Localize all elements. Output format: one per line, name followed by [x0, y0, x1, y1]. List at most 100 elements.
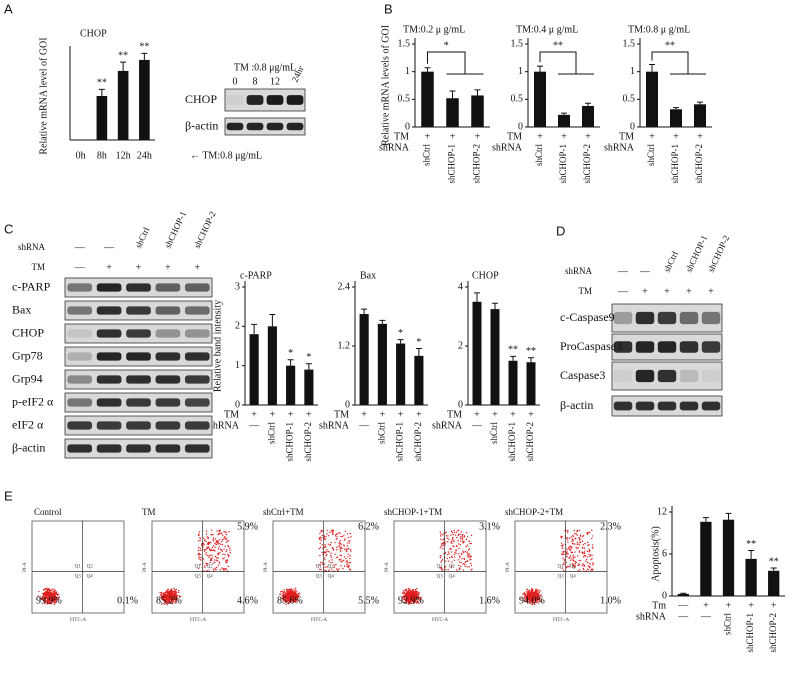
error-bar — [287, 359, 294, 366]
event-dot — [453, 529, 455, 532]
event-dot — [338, 568, 340, 570]
event-dot — [285, 599, 287, 601]
event-dot — [199, 556, 201, 558]
event-dot — [468, 553, 470, 555]
event-dot — [468, 566, 470, 568]
event-dot — [575, 533, 577, 535]
event-dot — [214, 546, 216, 549]
row-value-label: — — [471, 420, 483, 431]
event-dot — [469, 556, 471, 559]
event-dot — [173, 595, 175, 598]
event-dot — [534, 597, 537, 600]
event-dot — [569, 549, 571, 552]
event-dot — [348, 561, 351, 564]
event-dot — [287, 593, 289, 596]
event-dot — [584, 550, 586, 552]
event-dot — [319, 546, 322, 549]
event-dot — [326, 533, 328, 535]
y-tick-label: 1.5 — [623, 38, 636, 49]
event-dot — [411, 596, 413, 598]
event-dot — [343, 545, 346, 547]
event-dot — [582, 536, 584, 538]
event-dot — [451, 542, 453, 545]
event-dot — [208, 543, 210, 546]
event-dot — [221, 567, 223, 569]
row-value-label: shCHOP-2 — [768, 613, 778, 653]
event-dot — [591, 537, 593, 540]
y-tick-label: 1 — [235, 360, 240, 371]
event-dot — [55, 591, 58, 593]
event-dot — [165, 598, 168, 601]
event-dot — [220, 532, 222, 534]
event-dot — [45, 600, 47, 602]
blot-band — [679, 401, 699, 411]
event-dot — [452, 533, 454, 536]
error-bar — [424, 67, 431, 72]
event-dot — [45, 596, 47, 599]
event-dot — [420, 597, 422, 600]
event-dot — [223, 530, 225, 533]
event-dot — [197, 553, 199, 555]
quadrant-label: Q1 — [437, 565, 444, 570]
event-dot — [442, 544, 444, 546]
event-dot — [527, 592, 529, 594]
quadrant-percent: 3.1% — [479, 521, 500, 532]
event-dot — [566, 550, 568, 552]
event-dot — [583, 547, 586, 549]
quadrant-percent: 99.9% — [36, 595, 62, 606]
event-dot — [208, 555, 210, 557]
event-dot — [571, 542, 574, 545]
error-bar — [449, 90, 456, 99]
event-dot — [577, 564, 579, 567]
event-dot — [293, 588, 295, 591]
event-dot — [524, 593, 526, 596]
event-dot — [216, 566, 218, 569]
row-value-label: + — [771, 600, 777, 611]
quadrant-label: Q1 — [195, 565, 202, 570]
significance-bracket — [427, 51, 484, 75]
event-dot — [459, 567, 461, 569]
event-dot — [319, 564, 321, 566]
event-dot — [53, 603, 56, 605]
event-dot — [465, 531, 468, 534]
event-dot — [410, 599, 412, 601]
event-dot — [205, 551, 207, 553]
event-dot — [172, 593, 174, 595]
event-dot — [444, 542, 447, 544]
blot-band — [701, 341, 721, 353]
event-dot — [347, 553, 350, 555]
event-dot — [458, 533, 460, 536]
event-dot — [215, 559, 218, 561]
error-bar — [537, 65, 543, 72]
event-dot — [574, 551, 576, 553]
event-dot — [566, 566, 568, 568]
flow-x-label: FITC-A — [70, 618, 87, 623]
event-dot — [573, 529, 575, 532]
event-dot — [53, 588, 55, 590]
event-dot — [540, 599, 543, 601]
quadrant-label: Q2 — [449, 565, 456, 570]
bar — [700, 521, 712, 596]
event-dot — [465, 538, 467, 541]
event-dot — [457, 559, 460, 561]
event-dot — [415, 594, 418, 597]
error-bar — [120, 61, 127, 71]
event-dot — [439, 535, 442, 537]
y-tick-label: 0 — [345, 399, 350, 410]
event-dot — [321, 534, 324, 537]
row-value-label: + — [380, 409, 386, 420]
flow-x-label: FITC-A — [190, 618, 207, 623]
event-dot — [217, 553, 219, 555]
event-dot — [169, 601, 172, 604]
lane-label: shCtrl — [133, 225, 152, 250]
event-dot — [537, 592, 540, 595]
event-dot — [319, 568, 321, 571]
event-dot — [219, 548, 222, 551]
event-dot — [592, 564, 594, 566]
event-dot — [294, 594, 296, 596]
event-dot — [170, 588, 173, 590]
row-label: shRNA — [636, 611, 667, 622]
event-dot — [463, 535, 466, 537]
event-dot — [409, 594, 411, 596]
event-dot — [297, 599, 299, 601]
